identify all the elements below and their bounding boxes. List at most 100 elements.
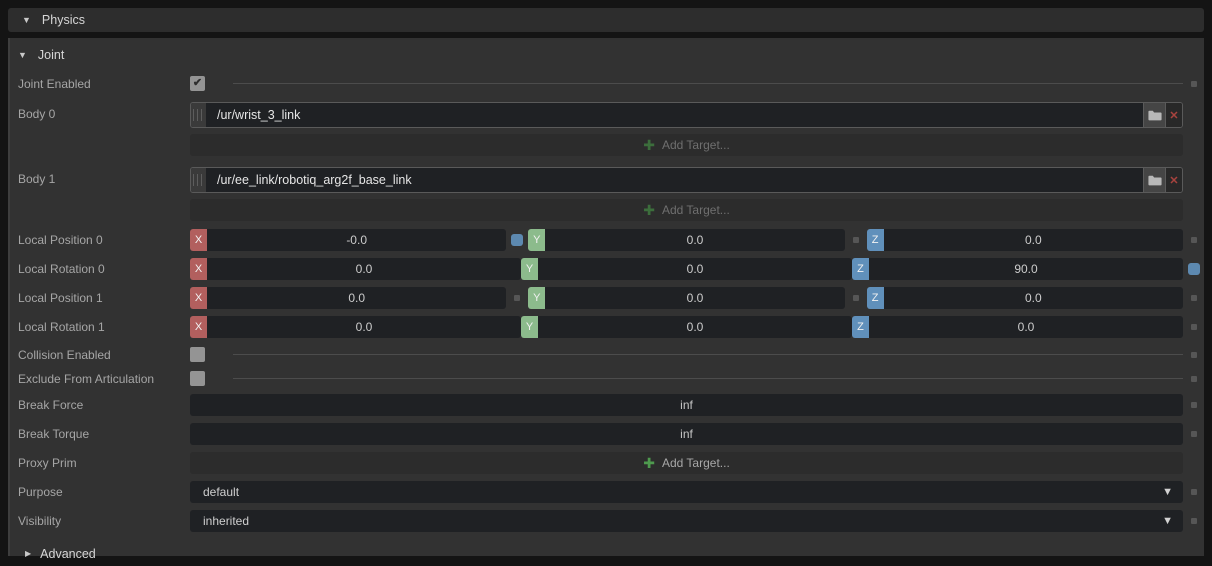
- row-divider: [233, 354, 1183, 355]
- folder-icon: [1147, 110, 1162, 120]
- break-force-input[interactable]: inf: [190, 394, 1183, 416]
- body-1-row: Body 1 /ur/ee_link/robotiq_arg2f_base_li…: [10, 167, 1204, 193]
- local-position-1-label: Local Position 1: [18, 291, 103, 305]
- body-0-add-target-row: ✚ Add Target...: [10, 134, 1204, 156]
- joint-enabled-label: Joint Enabled: [18, 76, 91, 91]
- joint-enabled-checkbox[interactable]: ✔: [190, 76, 205, 91]
- joint-section-header[interactable]: ▼ Joint: [10, 46, 1204, 64]
- modified-indicator[interactable]: [511, 234, 524, 246]
- physics-panel: ▼ Physics ▼ Joint Joint Enabled ✔ Body 0…: [8, 8, 1204, 561]
- joint-enabled-row: Joint Enabled ✔: [10, 76, 1204, 91]
- break-force-label: Break Force: [18, 398, 84, 412]
- body-0-add-target-button[interactable]: ✚ Add Target...: [190, 134, 1183, 156]
- exclude-from-articulation-label: Exclude From Articulation: [18, 371, 155, 386]
- local-position-0-row: Local Position 0 X -0.0 Y 0.0 Z 0.0: [10, 229, 1204, 251]
- plus-icon: ✚: [643, 202, 655, 218]
- break-torque-input[interactable]: inf: [190, 423, 1183, 445]
- local-rotation-1-x-input[interactable]: 0.0: [207, 316, 521, 338]
- local-rotation-0-y-input[interactable]: 0.0: [538, 258, 852, 280]
- physics-section-title: Physics: [41, 13, 85, 27]
- physics-section-header[interactable]: ▼ Physics: [8, 8, 1204, 32]
- axis-z-badge: Z: [852, 316, 869, 338]
- default-indicator[interactable]: [852, 295, 859, 301]
- body-0-field[interactable]: /ur/wrist_3_link ✕: [190, 102, 1183, 128]
- body-1-path[interactable]: /ur/ee_link/robotiq_arg2f_base_link: [206, 168, 1143, 192]
- default-indicator[interactable]: [1190, 295, 1197, 301]
- local-rotation-1-label: Local Rotation 1: [18, 320, 105, 334]
- body-0-label: Body 0: [18, 107, 56, 121]
- local-position-1-y-input[interactable]: 0.0: [545, 287, 845, 309]
- axis-x-badge: X: [190, 316, 207, 338]
- browse-folder-button[interactable]: [1143, 168, 1165, 192]
- purpose-row: Purpose default ▼: [10, 481, 1204, 503]
- break-torque-label: Break Torque: [18, 427, 90, 441]
- local-position-0-x-input[interactable]: -0.0: [207, 229, 507, 251]
- local-position-0-z-input[interactable]: 0.0: [883, 229, 1183, 251]
- purpose-label: Purpose: [18, 485, 63, 499]
- default-indicator[interactable]: [1190, 402, 1197, 408]
- drag-handle-icon[interactable]: [191, 168, 206, 192]
- axis-y-badge: Y: [521, 316, 538, 338]
- visibility-row: Visibility inherited ▼: [10, 510, 1204, 532]
- default-indicator[interactable]: [1190, 431, 1197, 437]
- axis-x-badge: X: [190, 287, 207, 309]
- purpose-value: default: [203, 485, 240, 499]
- exclude-from-articulation-row: Exclude From Articulation: [10, 371, 1204, 386]
- default-indicator[interactable]: [1190, 237, 1197, 243]
- body-1-add-target-row: ✚ Add Target...: [10, 199, 1204, 221]
- exclude-from-articulation-checkbox[interactable]: [190, 371, 205, 386]
- add-target-label: Add Target...: [661, 203, 730, 217]
- default-indicator[interactable]: [1190, 518, 1197, 524]
- local-rotation-1-row: Local Rotation 1 X 0.0 Y 0.0 Z 0.0: [10, 316, 1204, 338]
- local-rotation-0-x-input[interactable]: 0.0: [207, 258, 521, 280]
- local-position-0-y-input[interactable]: 0.0: [545, 229, 845, 251]
- local-rotation-1-y-input[interactable]: 0.0: [538, 316, 852, 338]
- local-rotation-0-z-input[interactable]: 90.0: [869, 258, 1183, 280]
- proxy-prim-row: Proxy Prim ✚ Add Target...: [10, 452, 1204, 474]
- add-target-label: Add Target...: [661, 456, 730, 470]
- default-indicator[interactable]: [1190, 324, 1197, 330]
- collapse-closed-icon: ▶: [25, 549, 32, 558]
- browse-folder-button[interactable]: [1143, 103, 1165, 127]
- break-torque-row: Break Torque inf: [10, 423, 1204, 445]
- default-indicator[interactable]: [852, 237, 859, 243]
- proxy-prim-add-target-button[interactable]: ✚ Add Target...: [190, 452, 1183, 474]
- default-indicator[interactable]: [1190, 489, 1197, 495]
- local-rotation-1-z-input[interactable]: 0.0: [869, 316, 1183, 338]
- plus-icon: ✚: [643, 455, 655, 471]
- local-rotation-0-label: Local Rotation 0: [18, 262, 105, 276]
- remove-target-button[interactable]: ✕: [1165, 103, 1182, 127]
- axis-z-badge: Z: [852, 258, 869, 280]
- purpose-dropdown[interactable]: default ▼: [190, 481, 1183, 503]
- axis-x-badge: X: [190, 258, 207, 280]
- drag-handle-icon[interactable]: [191, 103, 206, 127]
- body-1-label: Body 1: [18, 172, 56, 186]
- advanced-section-header[interactable]: ▶ Advanced: [10, 545, 1204, 563]
- joint-section-title: Joint: [37, 48, 65, 62]
- axis-y-badge: Y: [528, 287, 546, 309]
- proxy-prim-label: Proxy Prim: [18, 456, 77, 470]
- dropdown-arrow-icon: ▼: [1162, 486, 1173, 498]
- collapse-open-icon: ▼: [18, 49, 27, 60]
- local-position-1-x-input[interactable]: 0.0: [207, 287, 507, 309]
- default-indicator[interactable]: [514, 295, 521, 301]
- body-1-add-target-button[interactable]: ✚ Add Target...: [190, 199, 1183, 221]
- local-rotation-0-row: Local Rotation 0 X 0.0 Y 0.0 Z 90.0: [10, 258, 1204, 280]
- remove-target-button[interactable]: ✕: [1165, 168, 1182, 192]
- local-position-1-row: Local Position 1 X 0.0 Y 0.0 Z 0.0: [10, 287, 1204, 309]
- axis-x-badge: X: [190, 229, 207, 251]
- break-force-row: Break Force inf: [10, 394, 1204, 416]
- visibility-dropdown[interactable]: inherited ▼: [190, 510, 1183, 532]
- local-position-1-z-input[interactable]: 0.0: [883, 287, 1183, 309]
- collision-enabled-row: Collision Enabled: [10, 347, 1204, 362]
- row-divider: [233, 378, 1183, 379]
- default-indicator[interactable]: [1190, 351, 1197, 358]
- default-indicator[interactable]: [1190, 80, 1197, 87]
- folder-icon: [1147, 175, 1162, 185]
- collision-enabled-checkbox[interactable]: [190, 347, 205, 362]
- collision-enabled-label: Collision Enabled: [18, 347, 111, 362]
- body-0-path[interactable]: /ur/wrist_3_link: [206, 103, 1143, 127]
- default-indicator[interactable]: [1190, 375, 1197, 382]
- modified-indicator[interactable]: [1187, 263, 1200, 275]
- body-1-field[interactable]: /ur/ee_link/robotiq_arg2f_base_link ✕: [190, 167, 1183, 193]
